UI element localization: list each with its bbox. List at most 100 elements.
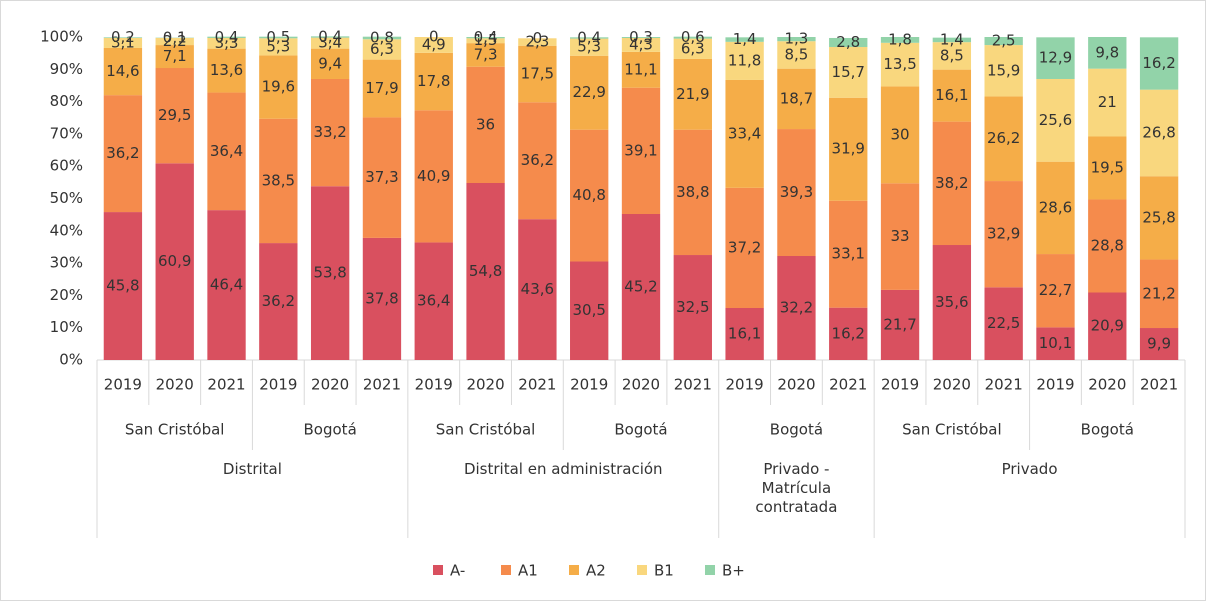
data-label: 33,1 [832, 245, 865, 263]
bar-segment [1139, 176, 1179, 260]
group-label: Privado - Matrícula contratada [755, 460, 838, 516]
bar-segment [466, 182, 505, 360]
data-label: 39,1 [624, 141, 657, 159]
data-label: 1,4 [733, 30, 757, 48]
subgroup-label: Bogotá [614, 421, 667, 439]
bar-segment [673, 38, 712, 59]
data-label: 36,4 [210, 142, 243, 160]
data-label: 9,4 [318, 54, 342, 72]
bar-segment [570, 37, 609, 39]
data-label: 26,8 [1142, 123, 1175, 141]
data-label: 36,2 [521, 151, 554, 169]
bar-segment [880, 37, 920, 43]
bar-segment [1088, 68, 1127, 137]
data-label: 54,8 [469, 262, 502, 280]
data-label: 33,4 [728, 124, 761, 142]
data-label: 3,1 [111, 33, 135, 51]
data-label: 9,8 [1095, 43, 1119, 61]
data-label: 5,3 [266, 37, 290, 55]
x-tick-label: 2019 [104, 376, 142, 394]
data-label: 16,1 [728, 324, 761, 342]
x-tick-label: 2019 [726, 376, 764, 394]
data-label: 11,1 [624, 60, 657, 78]
group-label-box: Privado [1002, 460, 1058, 478]
data-label: 0,8 [370, 28, 394, 46]
data-label: 1,3 [784, 30, 808, 48]
bar-segment [570, 261, 609, 360]
bar-segment [673, 129, 712, 256]
bar-segment [466, 38, 505, 44]
bar-segment [621, 51, 661, 88]
data-label: 7,1 [163, 47, 187, 65]
x-tick-label: 2021 [363, 376, 401, 394]
data-label: 16,2 [1142, 54, 1175, 72]
bar-segment [362, 117, 402, 238]
x-tick-label: 2019 [415, 376, 453, 394]
bar-segment [777, 129, 816, 256]
data-label: 3,3 [215, 34, 239, 52]
bar-segment [829, 97, 868, 201]
data-label: 30 [891, 125, 910, 143]
bar-segment [1088, 136, 1127, 200]
bar-segment [207, 48, 246, 93]
bar-segment [673, 58, 712, 130]
bar-segment [310, 36, 350, 38]
data-label: 2,8 [836, 33, 860, 51]
x-tick-label: 2021 [674, 376, 712, 394]
bar-segment [466, 43, 505, 67]
data-label: 0,4 [577, 28, 601, 46]
y-tick-label: 100% [40, 28, 83, 46]
bar-segment [155, 163, 194, 360]
subgroup-label: San Cristóbal [125, 421, 225, 439]
data-label: 12,9 [1039, 49, 1072, 67]
bar-segment [829, 307, 868, 360]
legend-label: A- [450, 562, 465, 580]
legend-label: A2 [586, 562, 606, 580]
bar-segment [932, 69, 972, 122]
y-tick-label: 20% [50, 286, 83, 304]
data-label: 0,4 [474, 28, 498, 46]
bar-segment [103, 95, 143, 213]
bar-segment [673, 36, 712, 39]
bar-segment [414, 37, 453, 53]
bar-segment [362, 36, 402, 40]
bar-segment [518, 38, 557, 46]
bar-segment [621, 87, 661, 215]
bar-segment [310, 37, 350, 49]
data-label: 21,9 [676, 85, 709, 103]
group-label-box: Distrital en administración [464, 460, 663, 478]
bar-segment [103, 37, 143, 38]
bar-segment [207, 37, 246, 49]
subgroup-label: Bogotá [770, 421, 823, 439]
x-tick-label: 2021 [1140, 376, 1178, 394]
data-label: 40,8 [572, 186, 605, 204]
data-label: 18,7 [780, 89, 813, 107]
bar-segment [1036, 161, 1075, 255]
data-label: 28,8 [1091, 236, 1124, 254]
data-label: 39,3 [780, 183, 813, 201]
data-label: 4,9 [422, 35, 446, 53]
data-label: 0,2 [111, 28, 135, 46]
legend-swatch [501, 565, 511, 575]
data-label: 37,3 [365, 168, 398, 186]
x-tick-label: 2021 [829, 376, 867, 394]
data-label: 9,9 [1147, 335, 1171, 353]
data-label: 5,3 [577, 38, 601, 56]
bar-segment [362, 237, 402, 360]
legend-swatch [637, 565, 647, 575]
data-label: 0,6 [681, 28, 705, 46]
data-label: 37,2 [728, 238, 761, 256]
x-tick-label: 2020 [1088, 376, 1126, 394]
bar-segment [777, 255, 816, 360]
subgroup-label: Bogotá [1081, 421, 1134, 439]
data-label: 43,6 [521, 280, 554, 298]
bar-segment [310, 48, 350, 79]
y-tick-label: 40% [50, 221, 83, 239]
x-tick-label: 2021 [985, 376, 1023, 394]
data-label: 37,8 [365, 289, 398, 307]
data-label: 2,2 [163, 32, 187, 50]
bar-segment [518, 102, 557, 220]
data-label: 53,8 [313, 264, 346, 282]
y-tick-label: 60% [50, 157, 83, 175]
